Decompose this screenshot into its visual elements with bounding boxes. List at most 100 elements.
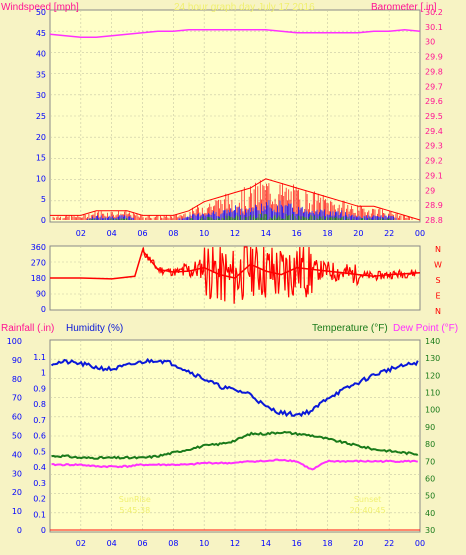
temperature-tick-label: 90	[425, 423, 435, 432]
x-tick-label: 10	[199, 539, 209, 548]
direction-tick-label: 270	[31, 259, 46, 268]
rainfall-tick-label: 0.3	[33, 479, 46, 488]
x-tick-label: 14	[261, 539, 271, 548]
windspeed-tick-label: 50	[36, 8, 46, 17]
windspeed-tick-label: 20	[36, 133, 46, 142]
compass-letter: S	[435, 276, 440, 285]
rainfall-tick-label: 0.4	[33, 463, 46, 472]
x-tick-label: 14	[261, 229, 271, 238]
humidity-tick-label: 40	[12, 450, 22, 459]
dewpoint-axis-label: Dew Point (°F)	[393, 323, 458, 334]
x-tick-label: 22	[384, 229, 394, 238]
x-tick-label: 12	[230, 539, 240, 548]
x-tick-label: 08	[168, 539, 178, 548]
barometer-tick-label: 29	[425, 186, 435, 195]
humidity-tick-label: 80	[12, 375, 22, 384]
barometer-tick-label: 29.5	[425, 112, 443, 121]
x-tick-label: 00	[415, 539, 425, 548]
humidity-tick-label: 100	[7, 337, 22, 346]
rainfall-tick-label: 0.6	[33, 432, 46, 441]
barometer-tick-label: 28.8	[425, 216, 443, 225]
rainfall-axis-label: Rainfall (.in)	[1, 323, 54, 334]
barometer-tick-label: 29.8	[425, 67, 443, 76]
rainfall-tick-label: 0	[41, 526, 46, 535]
humidity-tick-label: 30	[12, 469, 22, 478]
barometer-tick-label: 29.4	[425, 127, 443, 136]
compass-letter: N	[435, 307, 441, 316]
x-tick-label: 22	[384, 539, 394, 548]
sun-annotation: 5:45:38	[119, 506, 150, 515]
sun-annotation: SunRise	[119, 495, 151, 504]
x-tick-label: 04	[107, 229, 117, 238]
humidity-tick-label: 20	[12, 488, 22, 497]
humidity-tick-label: 0	[17, 526, 22, 535]
barometer-tick-label: 29.3	[425, 142, 443, 151]
windspeed-tick-label: 15	[36, 154, 46, 163]
sun-annotation: 20:40:45	[350, 506, 386, 515]
barometer-tick-label: 30.2	[425, 8, 443, 17]
chart-title: 24 hour graph day July 17 2016	[174, 2, 315, 13]
barometer-tick-label: 30.1	[425, 23, 443, 32]
humidity-tick-label: 70	[12, 394, 22, 403]
temperature-tick-label: 50	[425, 492, 435, 501]
x-tick-label: 16	[292, 229, 302, 238]
barometer-tick-label: 30	[425, 38, 435, 47]
rainfall-tick-label: 0.8	[33, 400, 46, 409]
windspeed-tick-label: 30	[36, 91, 46, 100]
temperature-tick-label: 80	[425, 440, 435, 449]
temperature-line	[51, 430, 419, 460]
barometer-tick-label: 29.2	[425, 157, 443, 166]
windspeed-tick-label: 0	[41, 216, 46, 225]
temperature-tick-label: 120	[425, 371, 440, 380]
temperature-tick-label: 30	[425, 526, 435, 535]
temperature-tick-label: 110	[425, 389, 440, 398]
x-tick-label: 20	[353, 229, 363, 238]
x-tick-label: 02	[76, 539, 86, 548]
wind-direction-variability	[142, 246, 417, 304]
compass-letter: E	[435, 292, 440, 301]
x-tick-label: 20	[353, 539, 363, 548]
x-tick-label: 08	[168, 229, 178, 238]
barometer-tick-label: 29.6	[425, 97, 443, 106]
barometer-axis-label: Barometer [.in]	[371, 2, 437, 13]
humidity-tick-label: 60	[12, 413, 22, 422]
barometer-tick-label: 29.1	[425, 171, 443, 180]
sun-annotation: Sunset	[354, 495, 381, 504]
windspeed-axis-label: Windspeed [mph]	[1, 2, 79, 13]
temperature-tick-label: 70	[425, 457, 435, 466]
rainfall-tick-label: 1	[41, 369, 46, 378]
temperature-tick-label: 130	[425, 354, 440, 363]
temperature-axis-label: Temperature (°F)	[312, 323, 388, 334]
compass-letter: N	[435, 245, 441, 254]
temperature-tick-label: 100	[425, 406, 440, 415]
temperature-tick-label: 140	[425, 337, 440, 346]
compass-letter: W	[434, 261, 442, 270]
windspeed-tick-label: 40	[36, 50, 46, 59]
rainfall-tick-label: 0.2	[33, 495, 46, 504]
windspeed-tick-label: 10	[36, 174, 46, 183]
wind-gust-line	[50, 178, 421, 221]
direction-tick-label: 180	[31, 274, 46, 283]
windspeed-tick-label: 5	[41, 195, 46, 204]
x-tick-label: 18	[322, 229, 332, 238]
dewpoint-line	[51, 458, 419, 471]
direction-tick-label: 0	[41, 305, 46, 314]
rainfall-tick-label: 0.9	[33, 384, 46, 393]
wind-gust-bars	[52, 180, 413, 220]
humidity-tick-label: 90	[12, 356, 22, 365]
rainfall-tick-label: 1.1	[33, 353, 46, 362]
x-tick-label: 16	[292, 539, 302, 548]
x-tick-label: 06	[137, 229, 147, 238]
rainfall-tick-label: 0.5	[33, 447, 46, 456]
humidity-line	[50, 357, 419, 418]
x-tick-label: 00	[415, 229, 425, 238]
x-tick-label: 04	[107, 539, 117, 548]
temperature-tick-label: 40	[425, 509, 435, 518]
rainfall-tick-label: 0.7	[33, 416, 46, 425]
x-tick-label: 10	[199, 229, 209, 238]
x-tick-label: 06	[137, 539, 147, 548]
barometer-line	[49, 29, 421, 39]
humidity-tick-label: 50	[12, 432, 22, 441]
